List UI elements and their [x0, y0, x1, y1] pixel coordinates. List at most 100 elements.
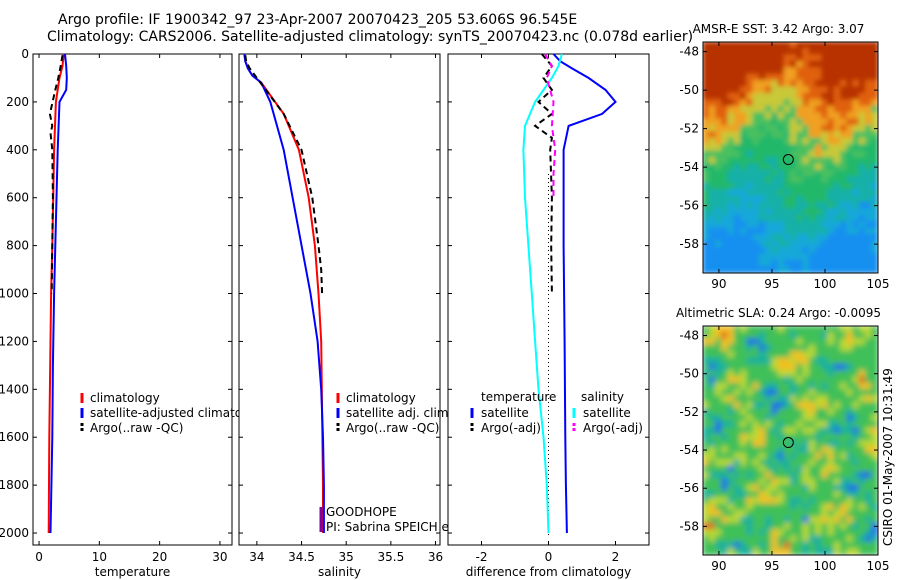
map-cell	[746, 389, 754, 397]
map-cell	[821, 47, 829, 56]
map-cell	[765, 440, 773, 448]
map-cell	[752, 363, 760, 372]
y-tick-label: 1200	[0, 334, 29, 348]
map-cell	[708, 370, 716, 378]
map-cell	[715, 338, 723, 346]
map-cell	[777, 176, 785, 184]
map-cell	[721, 92, 729, 101]
map-cell	[765, 266, 773, 273]
map-cell	[727, 144, 735, 152]
map-cell	[821, 484, 829, 492]
map-cell	[846, 73, 854, 81]
map-cell	[790, 234, 798, 242]
map-cell	[771, 452, 779, 461]
map-cell	[852, 253, 860, 261]
map-cell	[827, 446, 835, 454]
map-cell	[852, 246, 860, 255]
map-cell	[703, 144, 710, 152]
map-cell	[777, 163, 785, 171]
map-cell	[752, 86, 760, 94]
map-cell	[777, 253, 785, 261]
map-cell	[708, 452, 716, 461]
map-cell	[765, 414, 773, 422]
map-cell	[821, 478, 829, 486]
map-cell	[827, 253, 835, 261]
map-cell	[777, 157, 785, 165]
map-cell	[808, 503, 816, 511]
map-cell	[846, 382, 854, 391]
map-cell	[758, 503, 766, 511]
map-cell	[858, 503, 866, 511]
map-cell	[808, 208, 816, 216]
map-cell	[833, 382, 841, 391]
map-cell	[721, 503, 729, 511]
map-cell	[833, 446, 841, 454]
map-cell	[746, 182, 754, 191]
map-cell	[827, 401, 835, 410]
map-cell	[827, 516, 835, 524]
map-cell	[727, 420, 735, 429]
map-cell	[783, 548, 791, 555]
map-cell	[765, 86, 773, 94]
map-cell	[808, 221, 816, 229]
map-cell	[796, 221, 804, 229]
map-cell	[858, 60, 866, 69]
map-cell	[777, 490, 785, 499]
map-cell	[777, 408, 785, 416]
map-cell	[708, 266, 716, 273]
map-cell	[808, 150, 816, 158]
map-cell	[858, 105, 866, 114]
map-cell	[796, 246, 804, 255]
map-cell	[758, 376, 766, 384]
map-cell	[858, 73, 866, 81]
map-cell	[758, 240, 766, 248]
map-cell	[827, 535, 835, 543]
map-cell	[771, 182, 779, 191]
map-cell	[715, 363, 723, 372]
map-cell	[808, 357, 816, 365]
map-cell	[740, 234, 748, 242]
map-cell	[790, 401, 798, 410]
map-cell	[740, 60, 748, 69]
map-cell	[871, 516, 878, 524]
map-cell	[796, 535, 804, 543]
map-cell	[808, 112, 816, 120]
map-cell	[840, 420, 848, 429]
map-cell	[858, 490, 866, 499]
map-cell	[715, 253, 723, 261]
map-cell	[821, 221, 829, 229]
map-cell	[771, 195, 779, 203]
map-cell	[827, 157, 835, 165]
map-cell	[852, 459, 860, 467]
map-cell	[802, 503, 810, 511]
map-cell	[746, 395, 754, 403]
map-cell	[777, 42, 785, 49]
map-cell	[752, 389, 760, 397]
map-cell	[752, 350, 760, 359]
map-cell	[796, 227, 804, 235]
map-cell	[790, 465, 798, 473]
map-cell	[833, 182, 841, 191]
map-cell	[858, 259, 866, 268]
map-cell	[840, 452, 848, 461]
map-cell	[752, 150, 760, 158]
map-cell	[708, 446, 716, 454]
map-cell	[777, 497, 785, 505]
map-cell	[746, 548, 754, 555]
map-cell	[840, 389, 848, 397]
map-cell	[852, 189, 860, 197]
map-cell	[865, 112, 873, 120]
map-cell	[771, 60, 779, 69]
map-cell	[790, 189, 798, 197]
map-cell	[758, 73, 766, 81]
map-cell	[746, 331, 754, 340]
map-cell	[833, 459, 841, 467]
map-cell	[708, 522, 716, 531]
map-cell	[752, 221, 760, 229]
map-cell	[858, 516, 866, 524]
map-cell	[765, 105, 773, 114]
map-cell	[846, 420, 854, 429]
y-tick-label: -48	[679, 329, 699, 343]
map-cell	[796, 73, 804, 81]
